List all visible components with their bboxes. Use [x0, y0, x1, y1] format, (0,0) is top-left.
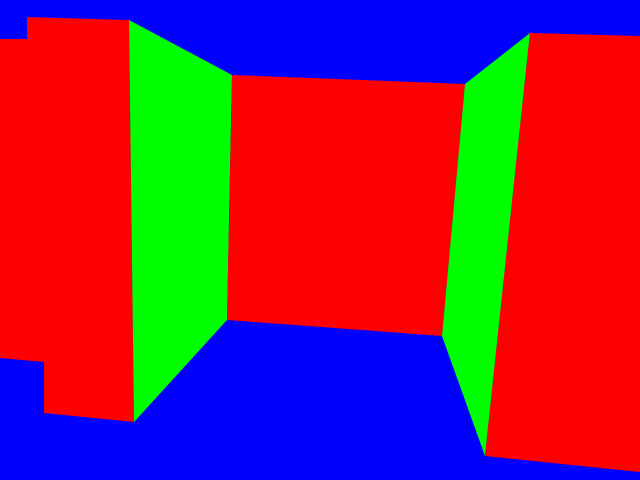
- wall-left-side: [129, 20, 232, 422]
- wall-right-side: [442, 33, 530, 456]
- wall-right-front: [485, 33, 640, 472]
- wall-center-front: [227, 75, 465, 336]
- wall-far-left: [0, 17, 134, 422]
